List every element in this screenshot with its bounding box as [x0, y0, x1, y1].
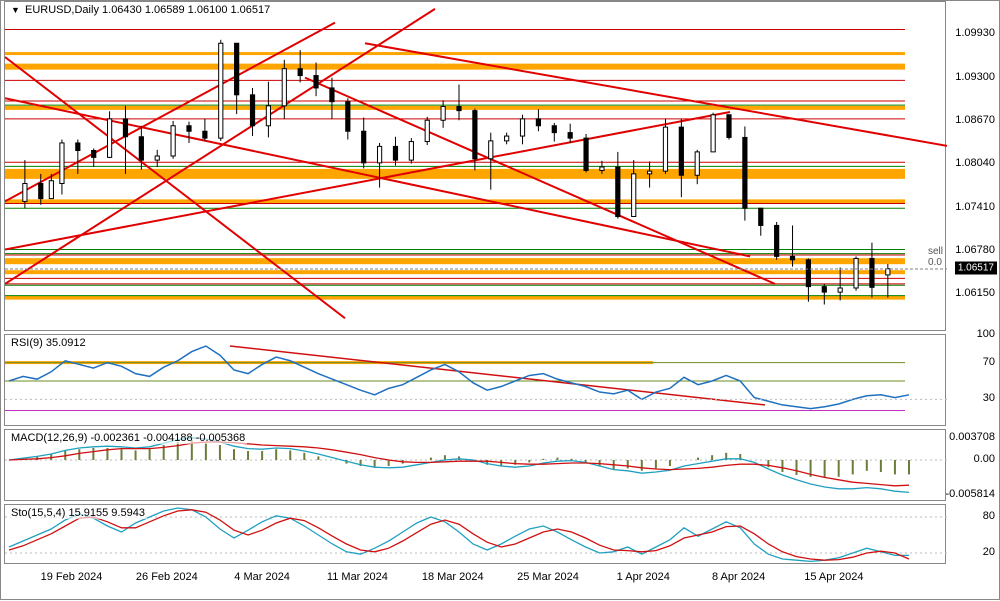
x-tick: 11 Mar 2024	[327, 571, 388, 583]
x-tick: 8 Apr 2024	[712, 571, 765, 583]
x-tick: 19 Feb 2024	[41, 571, 103, 583]
y-tick: 0.00	[974, 453, 995, 465]
y-tick: 100	[977, 328, 995, 340]
y-tick: 1.08670	[955, 114, 995, 126]
x-tick: 15 Apr 2024	[804, 571, 863, 583]
y-axis: 1.09930 1.09300 1.08670 1.08040 1.07410 1.067…	[945, 1, 999, 601]
price-flag: 1.06517	[955, 261, 997, 274]
y-tick: 0.003708	[949, 431, 995, 443]
x-tick: 25 Mar 2024	[517, 571, 579, 583]
price-chart-svg	[5, 2, 947, 332]
x-tick: 1 Apr 2024	[617, 571, 670, 583]
rsi-panel[interactable]: RSI(9) 35.0912	[4, 334, 946, 426]
rsi-label: RSI(9) 35.0912	[9, 337, 88, 349]
symbol-label: ▼ EURUSD,Daily 1.06430 1.06589 1.06100 1…	[9, 4, 272, 16]
sell-tag: sell0.0	[928, 246, 943, 268]
y-tick: 1.06780	[955, 244, 995, 256]
x-axis: 19 Feb 2024 26 Feb 2024 4 Mar 2024 11 Mar 2…	[4, 567, 946, 597]
dropdown-icon: ▼	[11, 5, 20, 15]
macd-label: MACD(12,26,9) -0.002361 -0.004188 -0.005…	[9, 432, 247, 444]
y-tick: 30	[983, 392, 995, 404]
price-panel[interactable]: ▼ EURUSD,Daily 1.06430 1.06589 1.06100 1…	[4, 1, 946, 331]
y-tick: 1.09930	[955, 27, 995, 39]
y-tick: 1.06150	[955, 287, 995, 299]
y-tick: 1.07410	[955, 201, 995, 213]
y-tick: 80	[983, 510, 995, 522]
sto-label: Sto(15,5,4) 15.9155 9.5943	[9, 507, 147, 519]
y-tick: 1.08040	[955, 157, 995, 169]
y-tick: 20	[983, 546, 995, 558]
forex-chart: ▼ EURUSD,Daily 1.06430 1.06589 1.06100 1…	[0, 0, 1000, 600]
y-tick: 1.09300	[955, 71, 995, 83]
y-tick: 70	[983, 356, 995, 368]
x-tick: 4 Mar 2024	[234, 571, 290, 583]
x-tick: 18 Mar 2024	[422, 571, 484, 583]
macd-panel[interactable]: MACD(12,26,9) -0.002361 -0.004188 -0.005…	[4, 429, 946, 501]
sto-panel[interactable]: Sto(15,5,4) 15.9155 9.5943	[4, 504, 946, 564]
x-tick: 26 Feb 2024	[136, 571, 198, 583]
y-tick: -0.005814	[945, 488, 995, 500]
rsi-svg	[5, 335, 947, 427]
